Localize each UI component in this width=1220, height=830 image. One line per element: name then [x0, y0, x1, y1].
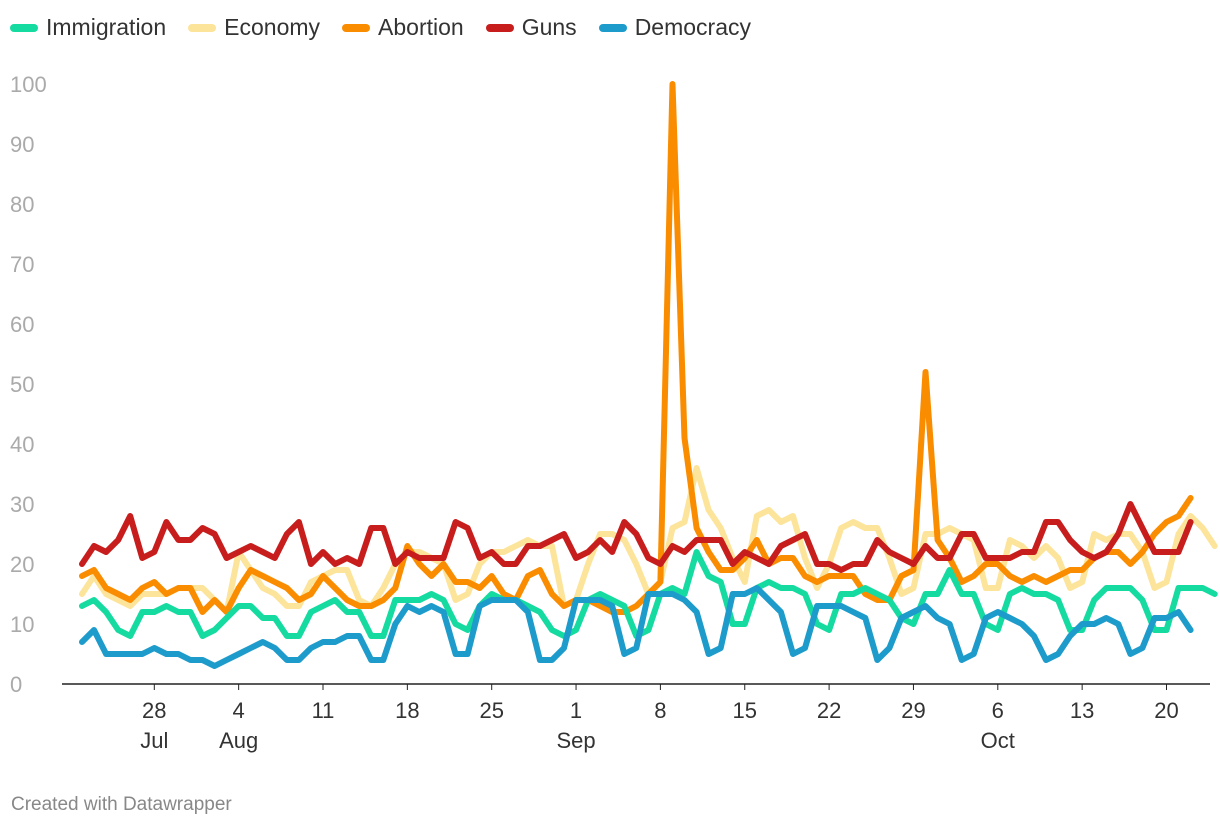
series-line-immigration	[79, 549, 1218, 639]
legend-item-democracy: Democracy	[598, 14, 751, 41]
x-tick-label: 15	[733, 698, 757, 723]
x-tick-label: 29	[901, 698, 925, 723]
x-axis: 28 Jul 4 Aug 11 18 25 1 Sep 8 15 22 29 6 Oct 13 20	[62, 683, 1210, 753]
x-tick-label: 22	[817, 698, 841, 723]
y-tick-label: 0	[10, 672, 22, 697]
legend-swatch-democracy	[598, 23, 627, 32]
legend-item-economy: Economy	[188, 14, 320, 41]
x-tick-label: 28	[142, 698, 166, 723]
x-tick-label: 1	[570, 698, 582, 723]
series-line-guns	[79, 501, 1194, 573]
x-month-label: Oct	[981, 728, 1015, 753]
legend-label-guns: Guns	[521, 14, 577, 40]
legend-swatch-immigration	[10, 23, 38, 32]
y-tick-label: 30	[10, 492, 34, 517]
legend-item-abortion: Abortion	[342, 14, 464, 41]
series-line-abortion	[79, 81, 1194, 615]
y-tick-label: 60	[10, 312, 34, 337]
x-tick-label: 13	[1070, 698, 1094, 723]
x-month-label: Aug	[219, 728, 258, 753]
legend-swatch-economy	[188, 23, 217, 32]
x-month-label: Sep	[556, 728, 595, 753]
x-tick-label: 25	[479, 698, 503, 723]
y-tick-label: 90	[10, 132, 34, 157]
y-tick-label: 40	[10, 432, 34, 457]
y-tick-label: 80	[10, 192, 34, 217]
y-tick-label: 10	[10, 612, 34, 637]
series-layer	[79, 81, 1218, 669]
legend-label-democracy: Democracy	[634, 14, 751, 40]
legend: Immigration Economy Abortion Guns Democr…	[10, 14, 751, 41]
series-line-democracy	[79, 585, 1194, 669]
legend-label-immigration: Immigration	[46, 14, 167, 40]
legend-swatch-abortion	[342, 23, 371, 32]
y-tick-label: 50	[10, 372, 34, 397]
legend-item-guns: Guns	[485, 14, 577, 41]
legend-label-abortion: Abortion	[378, 14, 464, 40]
x-tick-label: 4	[233, 698, 245, 723]
legend-swatch-guns	[485, 23, 514, 32]
x-tick-label: 8	[654, 698, 666, 723]
y-tick-label: 20	[10, 552, 34, 577]
y-tick-label: 100	[10, 72, 47, 97]
x-tick-label: 18	[395, 698, 419, 723]
y-tick-label: 70	[10, 252, 34, 277]
x-tick-label: 11	[312, 698, 335, 723]
x-month-label: Jul	[140, 728, 168, 753]
y-axis: 0 10 20 30 40 50 60 70 80 90 100	[10, 72, 47, 697]
datawrapper-credit: Created with Datawrapper	[11, 794, 232, 815]
legend-label-economy: Economy	[224, 14, 321, 40]
x-tick-label: 6	[992, 698, 1004, 723]
legend-item-immigration: Immigration	[10, 14, 166, 41]
x-tick-label: 20	[1154, 698, 1178, 723]
